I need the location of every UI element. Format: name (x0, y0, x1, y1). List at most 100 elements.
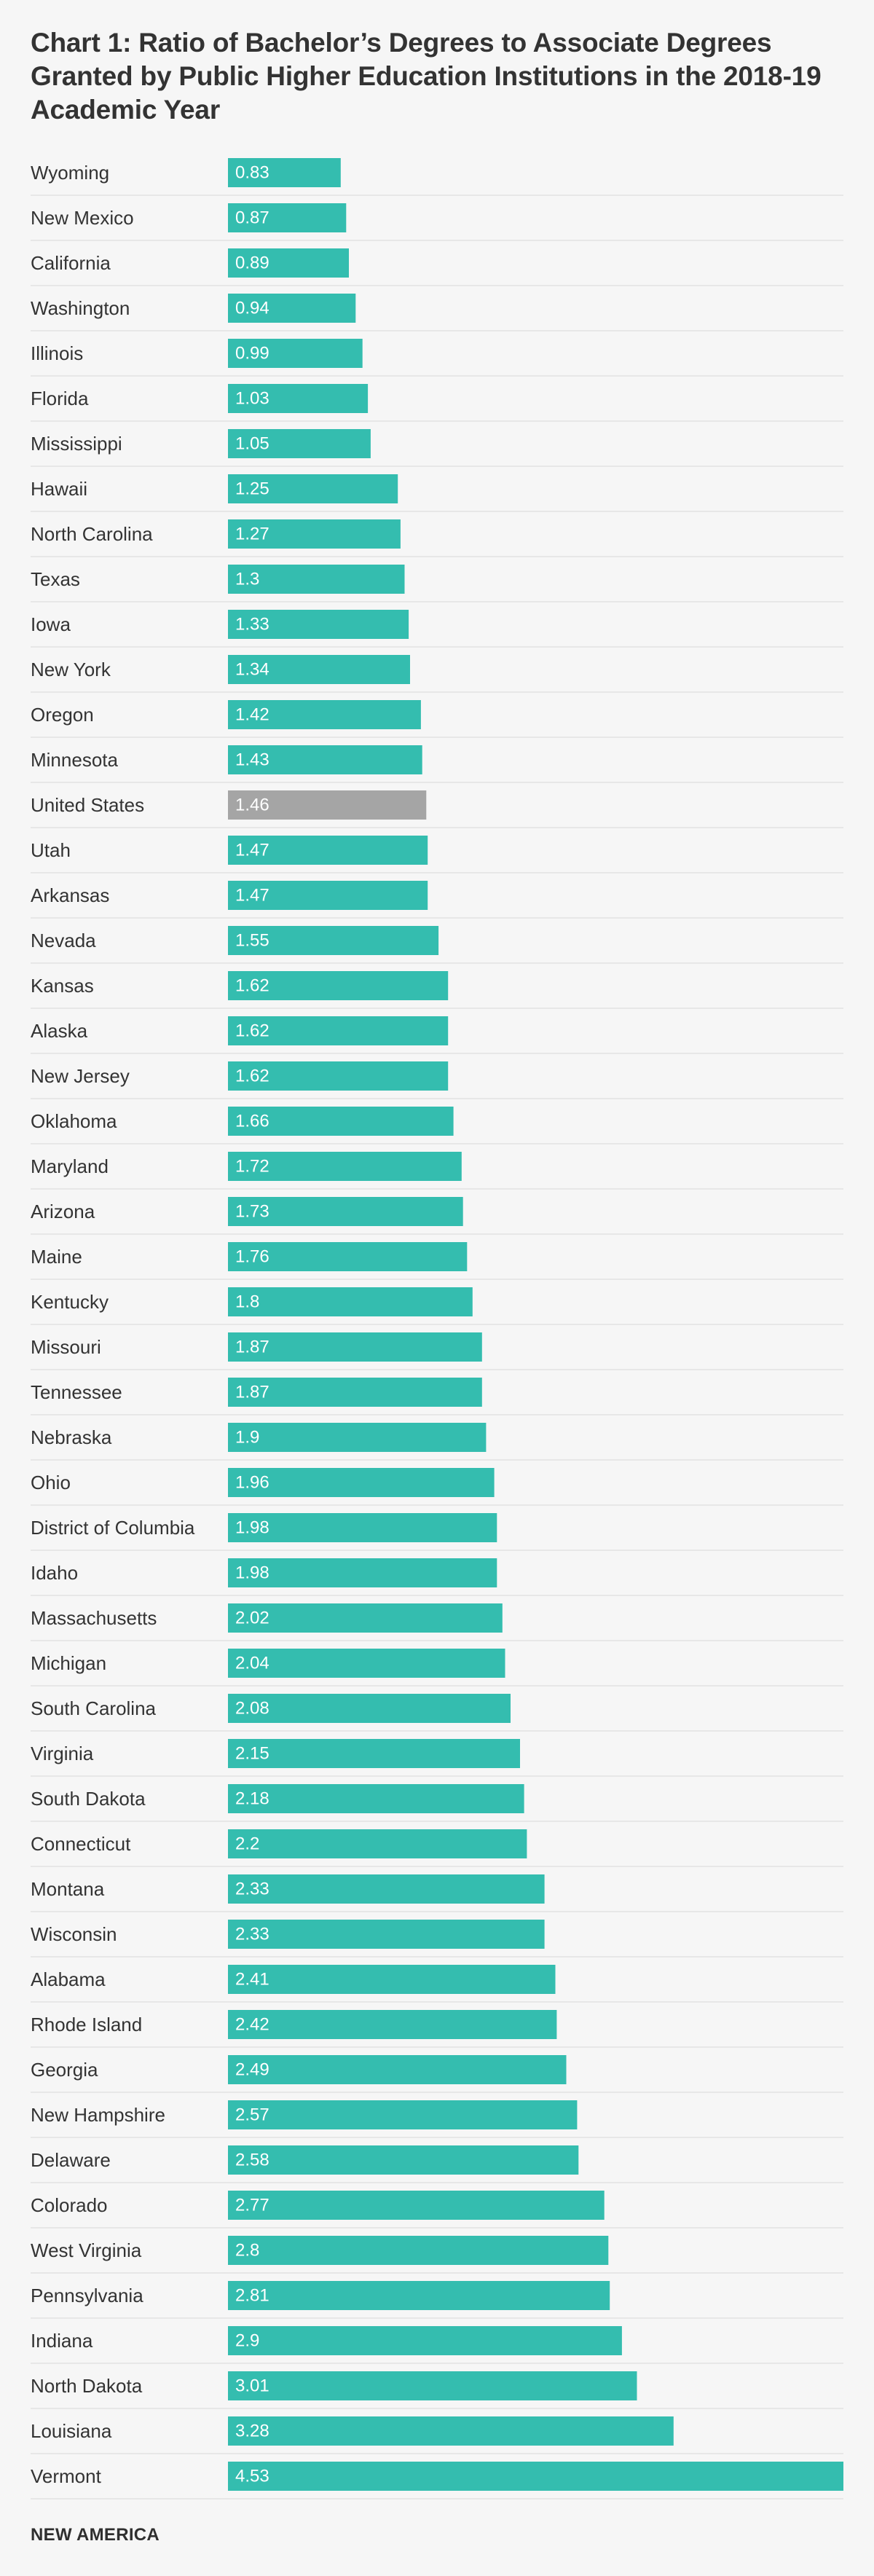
bar (228, 2055, 567, 2084)
data-label: 2.57 (235, 2105, 269, 2125)
data-label: 1.62 (235, 1067, 269, 1086)
category-label: Alabama (31, 1968, 106, 1990)
category-label: New Hampshire (31, 2104, 165, 2126)
bar (228, 881, 428, 910)
data-label: 1.98 (235, 1563, 269, 1583)
category-label: Illinois (31, 342, 83, 364)
category-label: Pennsylvania (31, 2285, 143, 2306)
data-label: 1.62 (235, 1021, 269, 1041)
data-label: 0.83 (235, 163, 269, 183)
category-label: Colorado (31, 2194, 108, 2216)
bar (228, 203, 347, 232)
data-label: 1.43 (235, 750, 269, 770)
data-label: 1.76 (235, 1247, 269, 1267)
category-label: Arkansas (31, 884, 109, 906)
data-label: 2.77 (235, 2196, 269, 2215)
category-label: California (31, 252, 111, 274)
category-label: Montana (31, 1878, 105, 1900)
category-label: North Dakota (31, 2375, 143, 2397)
data-label: 1.73 (235, 1202, 269, 1222)
category-label: United States (31, 794, 144, 816)
bar (228, 1287, 473, 1316)
bar (228, 836, 428, 865)
bar (228, 384, 369, 413)
category-label: Virginia (31, 1743, 94, 1764)
bar (228, 926, 439, 955)
bar (228, 1332, 482, 1362)
bar (228, 1242, 468, 1271)
data-label: 2.49 (235, 2060, 269, 2080)
bar (228, 2010, 557, 2039)
bar (228, 1107, 454, 1136)
data-label: 1.9 (235, 1428, 259, 1448)
category-label: Alaska (31, 1020, 88, 1042)
bar (228, 248, 349, 278)
category-label: South Carolina (31, 1697, 157, 1719)
bar (228, 655, 410, 684)
category-label: South Dakota (31, 1788, 146, 1810)
category-label: District of Columbia (31, 1517, 195, 1539)
category-label: Idaho (31, 1562, 78, 1584)
data-label: 2.42 (235, 2015, 269, 2035)
category-label: Utah (31, 839, 71, 861)
data-label: 1.47 (235, 841, 269, 860)
data-label: 2.2 (235, 1834, 259, 1854)
bar (228, 1468, 495, 1497)
bar (228, 1513, 497, 1542)
bar (228, 429, 371, 458)
data-label: 2.9 (235, 2331, 259, 2351)
category-label: Massachusetts (31, 1607, 157, 1629)
bar (228, 1016, 449, 1045)
data-label: 3.01 (235, 2376, 269, 2396)
category-label: Texas (31, 568, 80, 590)
bar (228, 565, 405, 594)
bar (228, 2371, 637, 2400)
data-label: 1.55 (235, 931, 269, 951)
data-label: 1.96 (235, 1473, 269, 1493)
data-label: 2.08 (235, 1699, 269, 1719)
data-label: 1.33 (235, 615, 269, 635)
category-label: Delaware (31, 2149, 111, 2171)
data-label: 4.53 (235, 2467, 269, 2486)
chart-title: Chart 1: Ratio of Bachelor’s Degrees to … (31, 28, 822, 125)
category-label: Michigan (31, 1652, 106, 1674)
category-label: Wyoming (31, 162, 109, 184)
category-label: Nebraska (31, 1426, 112, 1448)
bar (228, 2236, 609, 2265)
data-label: 1.42 (235, 705, 269, 725)
data-label: 0.87 (235, 208, 269, 228)
data-label: 1.03 (235, 389, 269, 409)
data-label: 1.98 (235, 1518, 269, 1538)
category-label: Florida (31, 388, 89, 409)
category-label: Tennessee (31, 1381, 122, 1403)
category-label: Rhode Island (31, 2014, 142, 2035)
category-label: New Mexico (31, 207, 134, 229)
data-label: 1.46 (235, 796, 269, 815)
data-label: 1.66 (235, 1112, 269, 1131)
category-label: Maine (31, 1246, 82, 1268)
bar (228, 1739, 520, 1768)
bar (228, 2191, 605, 2220)
bar (228, 2145, 579, 2175)
data-label: 2.15 (235, 1744, 269, 1764)
data-label: 2.41 (235, 1970, 269, 1990)
bar (228, 1920, 545, 1949)
bar (228, 2326, 622, 2355)
data-label: 1.25 (235, 479, 269, 499)
data-label: 2.33 (235, 1925, 269, 1944)
data-label: 1.47 (235, 886, 269, 906)
bar (228, 339, 363, 368)
bar (228, 1784, 524, 1813)
data-label: 0.89 (235, 254, 269, 273)
category-label: Iowa (31, 613, 71, 635)
data-label: 1.27 (235, 525, 269, 544)
category-label: Georgia (31, 2059, 98, 2081)
category-label: Kansas (31, 975, 94, 997)
bar (228, 2462, 843, 2491)
brand-logo-text: NEW AMERICA (31, 2525, 160, 2545)
bar (228, 1558, 497, 1587)
category-label: Arizona (31, 1201, 95, 1222)
bar (228, 158, 341, 187)
bar (228, 1152, 462, 1181)
